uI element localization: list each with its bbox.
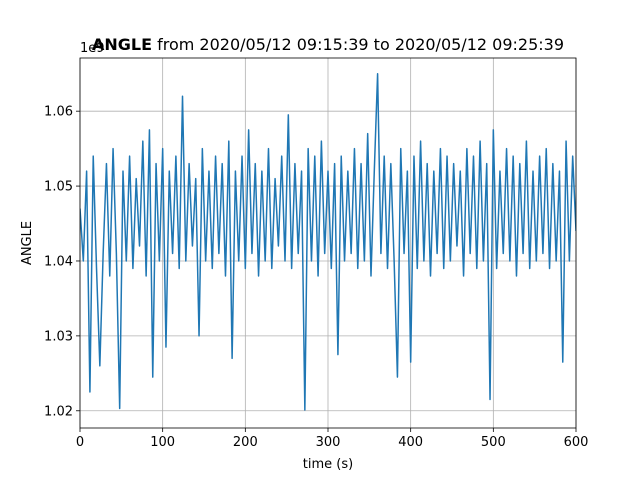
y-axis-label: ANGLE <box>20 221 35 265</box>
y-tick-label: 1.06 <box>44 105 73 120</box>
title-rest: from 2020/05/12 09:15:39 to 2020/05/12 0… <box>157 35 564 54</box>
y-tick-label: 1.04 <box>44 254 73 269</box>
x-tick-label: 200 <box>233 435 258 450</box>
x-tick-label: 400 <box>398 435 423 450</box>
y-tick-label: 1.02 <box>44 404 73 419</box>
y-tick-label: 1.03 <box>44 329 73 344</box>
axes-frame <box>79 57 577 429</box>
y-offset-label: 1e9 <box>80 41 105 56</box>
x-tick-label: 300 <box>316 435 341 450</box>
title-bold: ANGLE <box>92 35 152 54</box>
x-tick-label: 500 <box>481 435 506 450</box>
x-tick-label: 600 <box>564 435 589 450</box>
x-axis-label: time (s) <box>303 457 353 472</box>
y-tick-label: 1.05 <box>44 180 73 195</box>
data-line <box>80 72 576 411</box>
x-tick-label: 0 <box>76 435 84 450</box>
chart-title: ANGLE from 2020/05/12 09:15:39 to 2020/0… <box>92 35 564 54</box>
x-tick-label: 100 <box>150 435 175 450</box>
